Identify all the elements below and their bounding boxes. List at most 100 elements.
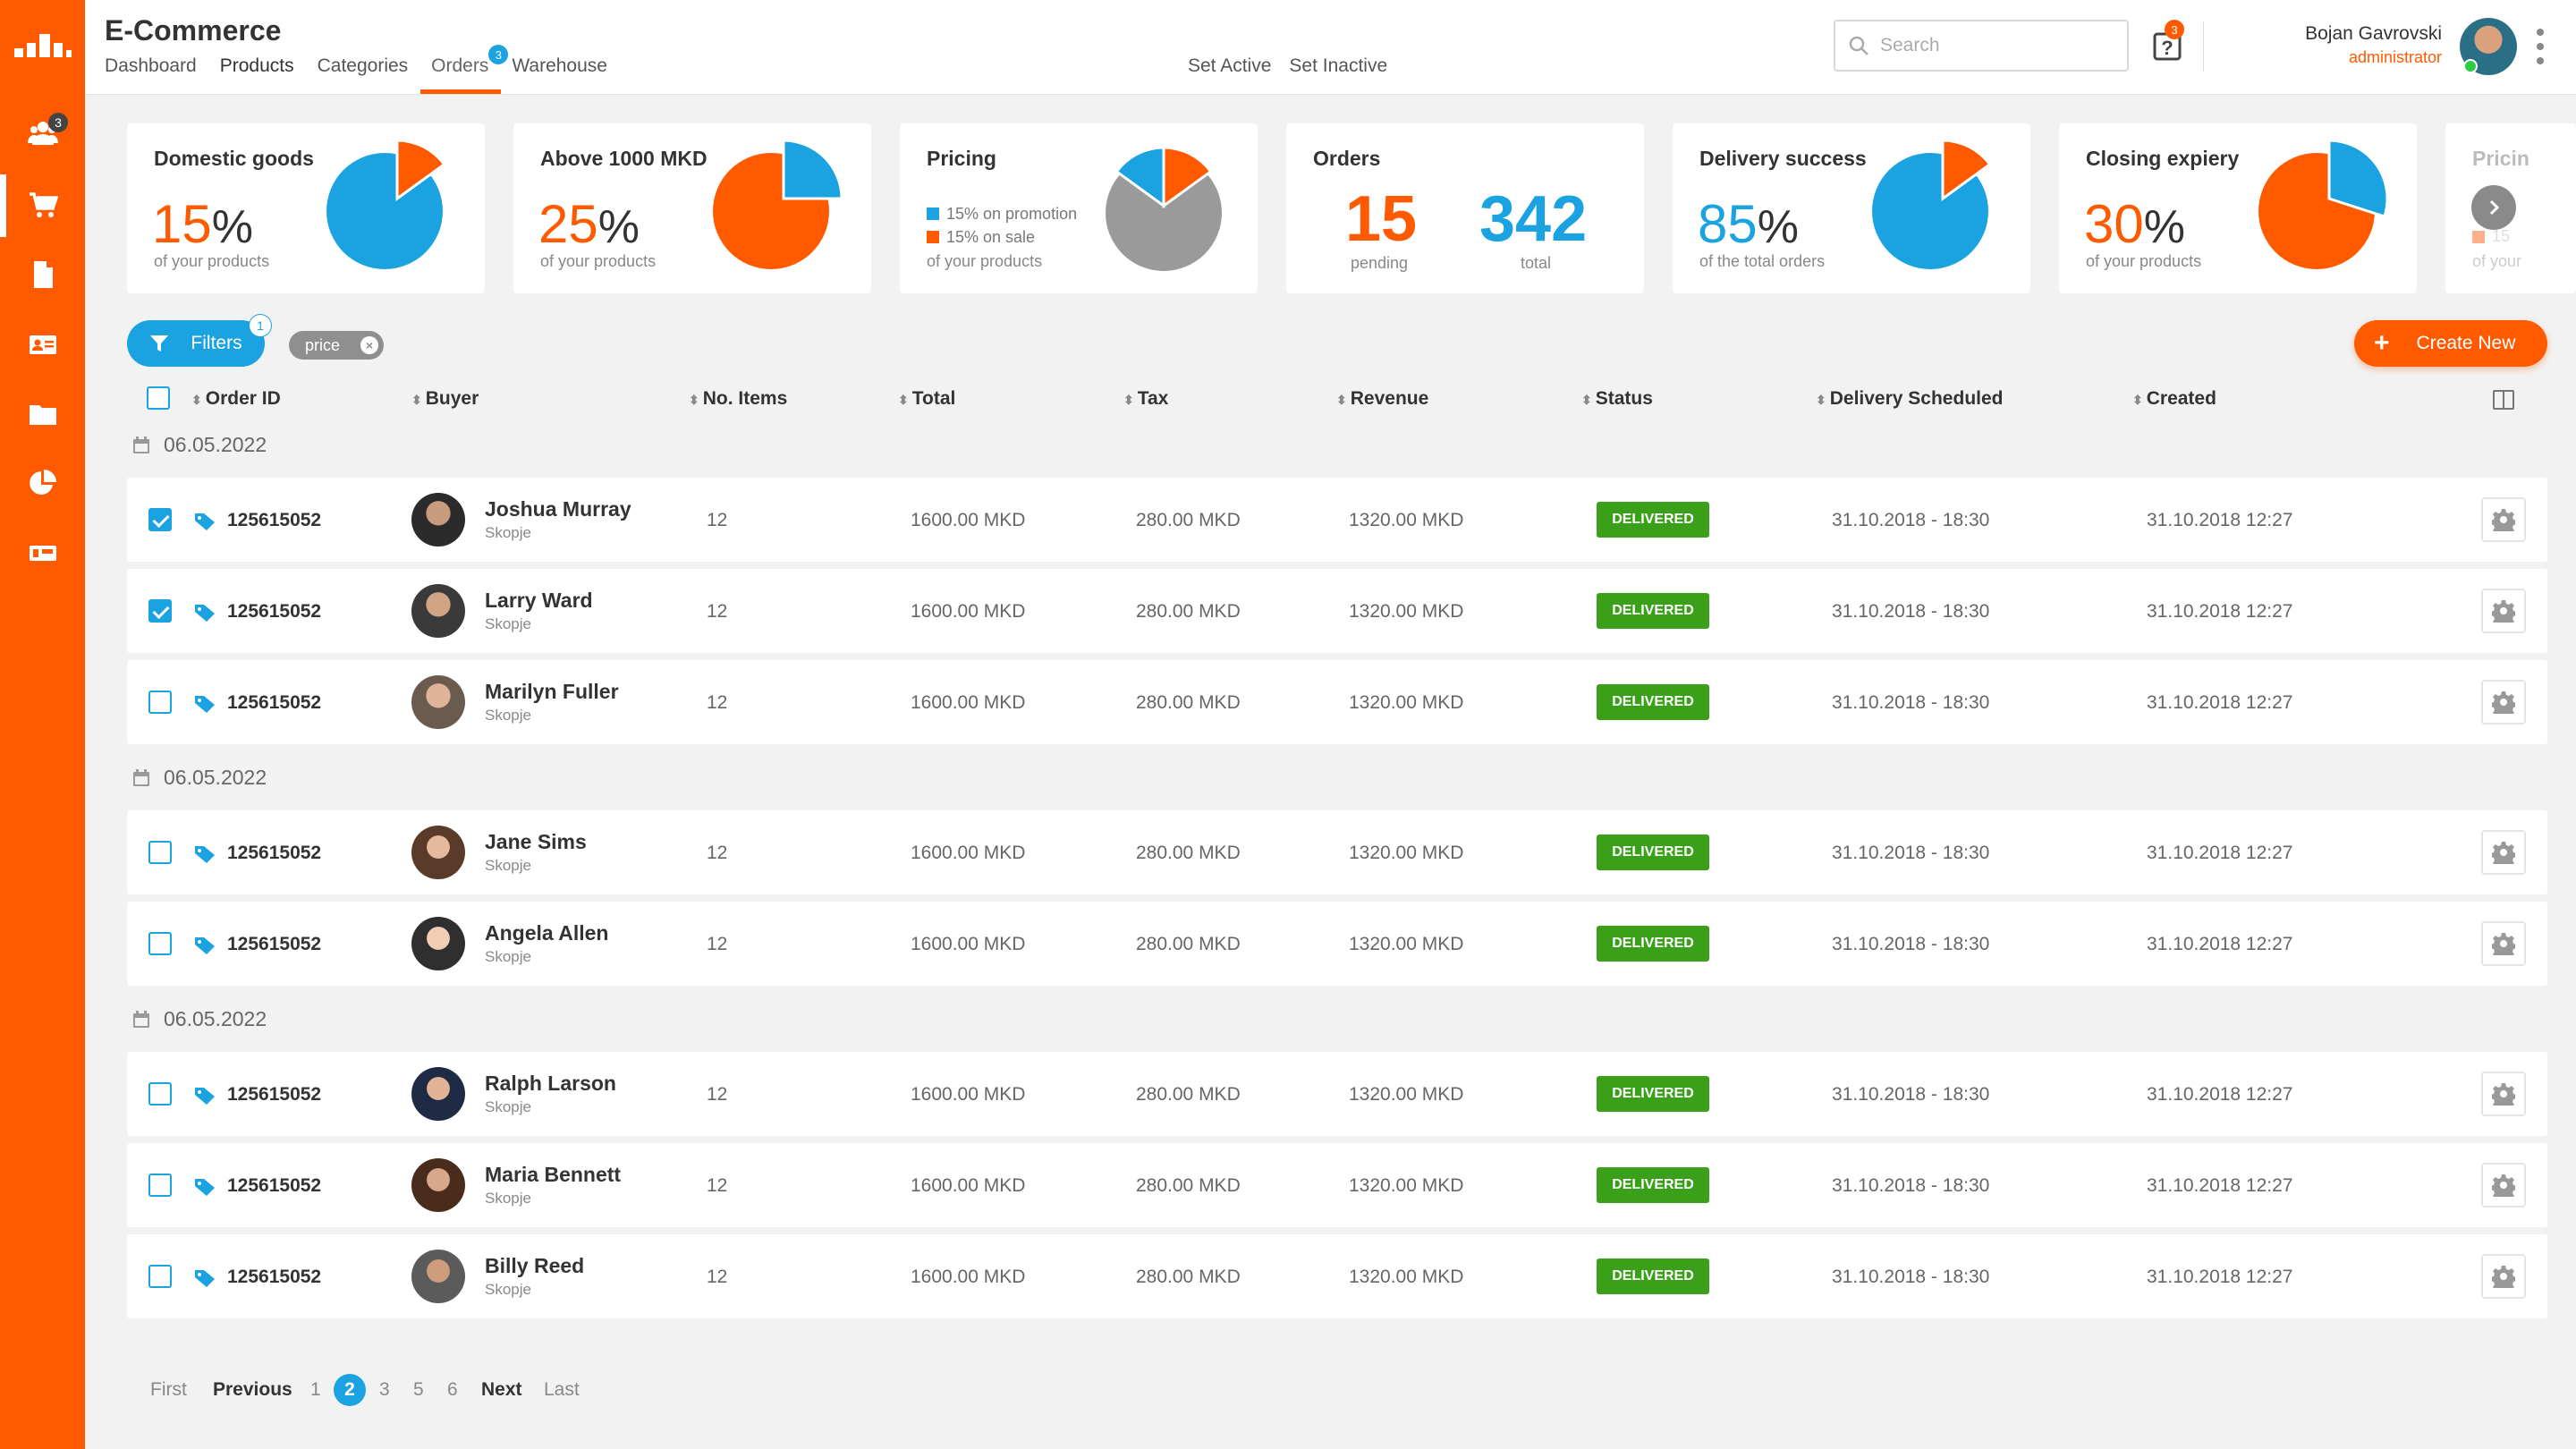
order-id[interactable]: 125615052 (227, 510, 322, 530)
card-above-1000[interactable]: Above 1000 MKD 25% of your products (513, 123, 871, 293)
delivery-scheduled: 31.10.2018 - 18:30 (1832, 843, 1990, 863)
page-previous[interactable]: Previous (213, 1379, 292, 1400)
table-row[interactable]: 125615052 Maria Bennett Skopje 12 1600.0… (127, 1143, 2547, 1227)
column-order-id[interactable]: ⬍ Order ID (191, 388, 281, 409)
row-settings-button[interactable] (2481, 1254, 2526, 1299)
tag-icon (195, 846, 215, 863)
page-number[interactable]: 3 (379, 1379, 390, 1400)
order-id[interactable]: 125615052 (227, 1267, 322, 1287)
table-row[interactable]: 125615052 Marilyn Fuller Skopje 12 1600.… (127, 660, 2547, 744)
row-checkbox[interactable] (148, 508, 172, 531)
buyer-city: Skopje (485, 1281, 531, 1298)
table-row[interactable]: 125615052 Larry Ward Skopje 12 1600.00 M… (127, 569, 2547, 653)
sidebar-item-folders[interactable] (0, 383, 85, 445)
row-checkbox[interactable] (148, 1082, 172, 1106)
column-created[interactable]: ⬍ Created (2132, 388, 2216, 409)
filter-chip-price[interactable]: price × (289, 331, 384, 360)
page-number-current[interactable]: 2 (334, 1374, 366, 1406)
page-first[interactable]: First (150, 1379, 187, 1400)
table-row[interactable]: 125615052 Angela Allen Skopje 12 1600.00… (127, 902, 2547, 986)
row-settings-button[interactable] (2481, 1163, 2526, 1208)
table-row[interactable]: 125615052 Billy Reed Skopje 12 1600.00 M… (127, 1234, 2547, 1318)
column-delivery-scheduled[interactable]: ⬍ Delivery Scheduled (1816, 388, 2004, 409)
create-new-button[interactable]: + Create New (2354, 320, 2547, 367)
row-settings-button[interactable] (2481, 497, 2526, 542)
row-settings-button[interactable] (2481, 921, 2526, 966)
pricing-pie-chart (1106, 146, 1222, 271)
order-total: 1600.00 MKD (911, 1175, 1026, 1196)
order-id[interactable]: 125615052 (227, 843, 322, 863)
card-domestic-goods[interactable]: Domestic goods 15% of your products (127, 123, 485, 293)
column-revenue[interactable]: ⬍ Revenue (1336, 388, 1429, 409)
sidebar-item-cart[interactable] (0, 174, 85, 237)
row-checkbox[interactable] (148, 599, 172, 623)
order-id[interactable]: 125615052 (227, 1084, 322, 1105)
row-checkbox[interactable] (148, 691, 172, 714)
column-settings-icon[interactable] (2493, 390, 2514, 410)
search-input[interactable]: Search (1834, 20, 2129, 72)
chip-close-icon[interactable]: × (360, 336, 378, 354)
buyer-name[interactable]: Larry Ward (485, 589, 593, 612)
page-number[interactable]: 6 (447, 1379, 458, 1400)
gear-icon (2492, 600, 2515, 623)
buyer-name[interactable]: Joshua Murray (485, 497, 631, 521)
sidebar-item-reports[interactable] (0, 452, 85, 514)
filter-icon (150, 335, 169, 352)
more-menu-icon[interactable] (2537, 29, 2546, 64)
user-name[interactable]: Bojan Gavrovski (2305, 23, 2442, 44)
buyer-name[interactable]: Jane Sims (485, 830, 587, 853)
logo-icon[interactable] (13, 27, 73, 63)
row-settings-button[interactable] (2481, 1072, 2526, 1116)
row-checkbox[interactable] (148, 932, 172, 955)
column-items[interactable]: ⬍ No. Items (689, 388, 788, 409)
filters-button[interactable]: Filters (127, 320, 265, 367)
column-tax[interactable]: ⬍ Tax (1123, 388, 1169, 409)
column-status[interactable]: ⬍ Status (1581, 388, 1653, 409)
tab-products[interactable]: Products (219, 55, 294, 76)
page-number[interactable]: 5 (413, 1379, 424, 1400)
set-inactive-link[interactable]: Set Inactive (1289, 55, 1388, 76)
column-total[interactable]: ⬍ Total (898, 388, 956, 409)
card-pricing[interactable]: Pricing 15% on promotion 15% on sale of … (900, 123, 1258, 293)
order-id[interactable]: 125615052 (227, 934, 322, 954)
page-last[interactable]: Last (544, 1379, 580, 1400)
row-settings-button[interactable] (2481, 680, 2526, 724)
buyer-name[interactable]: Maria Bennett (485, 1163, 622, 1186)
column-buyer[interactable]: ⬍ Buyer (411, 388, 479, 409)
buyer-name[interactable]: Billy Reed (485, 1254, 585, 1277)
row-checkbox[interactable] (148, 841, 172, 864)
tab-orders[interactable]: Orders 3 (420, 45, 509, 95)
sidebar-item-users[interactable]: 3 (0, 102, 85, 165)
table-row[interactable]: 125615052 Joshua Murray Skopje 12 1600.0… (127, 478, 2547, 562)
table-row[interactable]: 125615052 Ralph Larson Skopje 12 1600.00… (127, 1052, 2547, 1136)
buyer-name[interactable]: Ralph Larson (485, 1072, 616, 1095)
row-checkbox[interactable] (148, 1265, 172, 1288)
buyer-name[interactable]: Angela Allen (485, 921, 609, 945)
row-settings-button[interactable] (2481, 830, 2526, 875)
sidebar-item-contacts[interactable] (0, 313, 85, 376)
card-delivery-success[interactable]: Delivery success 85% of the total orders (1673, 123, 2030, 293)
set-active-link[interactable]: Set Active (1188, 55, 1272, 76)
row-checkbox[interactable] (148, 1174, 172, 1197)
tab-categories[interactable]: Categories (317, 55, 409, 76)
order-total: 1600.00 MKD (911, 1084, 1026, 1105)
tab-warehouse[interactable]: Warehouse (512, 55, 607, 76)
order-id[interactable]: 125615052 (227, 601, 322, 622)
table-row[interactable]: 125615052 Jane Sims Skopje 12 1600.00 MK… (127, 810, 2547, 894)
page-next[interactable]: Next (481, 1379, 522, 1400)
cards-next-button[interactable] (2471, 185, 2516, 230)
select-all-checkbox[interactable] (147, 386, 170, 410)
page-number[interactable]: 1 (310, 1379, 321, 1400)
order-id[interactable]: 125615052 (227, 692, 322, 713)
order-id[interactable]: 125615052 (227, 1175, 322, 1196)
card-value: 85% (1698, 194, 1799, 254)
card-closing-expiry[interactable]: Closing expiery 30% of your products (2059, 123, 2417, 293)
sidebar-item-tickets[interactable] (0, 521, 85, 584)
sidebar-item-documents[interactable] (0, 243, 85, 306)
card-orders[interactable]: Orders 15 pending 342 total (1286, 123, 1644, 293)
date-group-label: 06.05.2022 (131, 1007, 267, 1031)
buyer-name[interactable]: Marilyn Fuller (485, 680, 619, 703)
tab-dashboard[interactable]: Dashboard (105, 55, 197, 76)
row-settings-button[interactable] (2481, 589, 2526, 633)
created-date: 31.10.2018 12:27 (2147, 601, 2293, 622)
